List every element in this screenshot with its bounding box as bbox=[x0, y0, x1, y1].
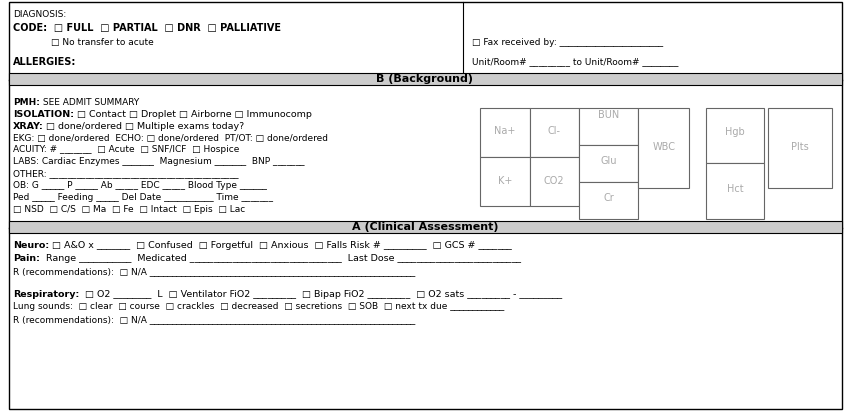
Text: Pain:: Pain: bbox=[13, 254, 40, 263]
Text: XRAY:: XRAY: bbox=[13, 122, 43, 131]
Text: □ done/ordered □ Multiple exams today?: □ done/ordered □ Multiple exams today? bbox=[43, 122, 245, 131]
Text: Neuro:: Neuro: bbox=[13, 241, 48, 250]
Text: □ A&O x _______  □ Confused  □ Forgetful  □ Anxious  □ Falls Risk # _________  □: □ A&O x _______ □ Confused □ Forgetful □… bbox=[48, 241, 512, 250]
Text: Plts: Plts bbox=[791, 142, 808, 152]
Text: Cl-: Cl- bbox=[547, 126, 561, 136]
Text: CO2: CO2 bbox=[544, 176, 564, 186]
Text: OTHER: __________________________________________: OTHER: _________________________________… bbox=[13, 169, 238, 178]
Text: Unit/Room# _________ to Unit/Room# ________: Unit/Room# _________ to Unit/Room# _____… bbox=[472, 57, 678, 66]
Text: Ped _____ Feeding _____ Del Date ___________ Time _______: Ped _____ Feeding _____ Del Date _______… bbox=[13, 193, 273, 202]
Text: Cr: Cr bbox=[604, 193, 614, 203]
Text: R (recommendations):  □ N/A ____________________________________________________: R (recommendations): □ N/A _____________… bbox=[13, 267, 415, 276]
Text: K+: K+ bbox=[498, 176, 512, 186]
Text: WBC: WBC bbox=[652, 142, 676, 152]
FancyBboxPatch shape bbox=[638, 108, 689, 188]
Text: Hgb: Hgb bbox=[725, 127, 745, 137]
Text: R (recommendations):  □ N/A ____________________________________________________: R (recommendations): □ N/A _____________… bbox=[13, 315, 415, 324]
Text: CODE:  □ FULL  □ PARTIAL  □ DNR  □ PALLIATIVE: CODE: □ FULL □ PARTIAL □ DNR □ PALLIATIV… bbox=[13, 23, 280, 33]
Text: Hct: Hct bbox=[727, 184, 744, 194]
Text: ALLERGIES:: ALLERGIES: bbox=[13, 57, 76, 67]
Text: EKG: □ done/ordered  ECHO: □ done/ordered  PT/OT: □ done/ordered: EKG: □ done/ordered ECHO: □ done/ordered… bbox=[13, 134, 328, 143]
FancyBboxPatch shape bbox=[706, 163, 764, 219]
FancyBboxPatch shape bbox=[768, 108, 832, 188]
Text: Na+: Na+ bbox=[494, 126, 516, 136]
Text: ISOLATION:: ISOLATION: bbox=[13, 110, 74, 119]
Text: OB: G _____ P _____ Ab _____ EDC _____ Blood Type ______: OB: G _____ P _____ Ab _____ EDC _____ B… bbox=[13, 181, 267, 190]
Text: B (Background): B (Background) bbox=[377, 74, 473, 84]
FancyBboxPatch shape bbox=[480, 157, 530, 206]
Text: LABS: Cardiac Enzymes _______  Magnesium _______  BNP _______: LABS: Cardiac Enzymes _______ Magnesium … bbox=[13, 157, 304, 166]
Text: □ NSD  □ C/S  □ Ma  □ Fe  □ Intact  □ Epis  □ Lac: □ NSD □ C/S □ Ma □ Fe □ Intact □ Epis □ … bbox=[13, 205, 245, 214]
FancyBboxPatch shape bbox=[8, 2, 842, 409]
Text: □ Fax received by: _______________________: □ Fax received by: _____________________… bbox=[472, 38, 663, 47]
Text: ACUITY: # _______  □ Acute  □ SNF/ICF  □ Hospice: ACUITY: # _______ □ Acute □ SNF/ICF □ Ho… bbox=[13, 145, 239, 155]
FancyBboxPatch shape bbox=[579, 182, 638, 219]
FancyBboxPatch shape bbox=[8, 73, 842, 85]
Text: □ O2 ________  L  □ Ventilator FiO2 _________  □ Bipap FiO2 _________  □ O2 sats: □ O2 ________ L □ Ventilator FiO2 ______… bbox=[79, 290, 562, 299]
FancyBboxPatch shape bbox=[579, 108, 638, 145]
FancyBboxPatch shape bbox=[480, 108, 530, 157]
Text: A (Clinical Assessment): A (Clinical Assessment) bbox=[352, 222, 498, 232]
FancyBboxPatch shape bbox=[706, 108, 764, 163]
Text: PMH:: PMH: bbox=[13, 98, 40, 107]
FancyBboxPatch shape bbox=[8, 221, 842, 233]
FancyBboxPatch shape bbox=[530, 157, 579, 206]
FancyBboxPatch shape bbox=[579, 145, 638, 182]
Text: Range ___________  Medicated ________________________________  Last Dose _______: Range ___________ Medicated ____________… bbox=[40, 254, 520, 263]
Text: DIAGNOSIS:: DIAGNOSIS: bbox=[13, 10, 66, 19]
Text: Respiratory:: Respiratory: bbox=[13, 290, 79, 299]
Text: SEE ADMIT SUMMARY: SEE ADMIT SUMMARY bbox=[40, 98, 139, 107]
FancyBboxPatch shape bbox=[530, 108, 579, 157]
Text: BUN: BUN bbox=[598, 110, 619, 120]
Text: □ No transfer to acute: □ No transfer to acute bbox=[51, 38, 154, 47]
Text: Glu: Glu bbox=[600, 156, 617, 166]
Text: □ Contact □ Droplet □ Airborne □ Immunocomp: □ Contact □ Droplet □ Airborne □ Immunoc… bbox=[74, 110, 312, 119]
Text: Lung sounds:  □ clear  □ course  □ crackles  □ decreased  □ secretions  □ SOB  □: Lung sounds: □ clear □ course □ crackles… bbox=[13, 302, 504, 312]
